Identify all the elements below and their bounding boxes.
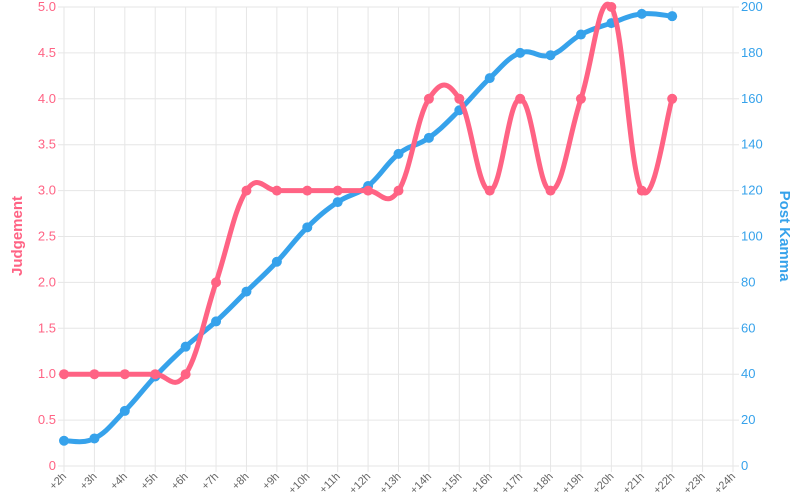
data-point-judgement[interactable] [454, 93, 465, 104]
data-point-post-kamma[interactable] [211, 316, 222, 327]
data-point-post-kamma[interactable] [636, 8, 647, 19]
x-tick-label: +3h [78, 471, 100, 493]
x-tick-label: +14h [408, 471, 434, 497]
data-point-post-kamma[interactable] [423, 132, 434, 143]
x-tick-label: +20h [590, 471, 616, 497]
right-tick-label: 120 [741, 183, 763, 198]
data-point-judgement[interactable] [89, 369, 100, 380]
data-point-post-kamma[interactable] [302, 222, 313, 233]
x-tick-label: +5h [139, 471, 161, 493]
right-tick-label: 100 [741, 229, 763, 244]
data-point-judgement[interactable] [302, 185, 313, 196]
x-tick-label: +17h [499, 471, 525, 497]
data-point-judgement[interactable] [59, 369, 69, 380]
series-judgement [59, 1, 678, 385]
series-layer [59, 1, 678, 446]
data-point-judgement[interactable] [484, 185, 495, 196]
data-point-judgement[interactable] [241, 185, 252, 196]
left-tick-label: 1.5 [38, 320, 56, 335]
gridlines [58, 6, 739, 472]
right-tick-label: 180 [741, 45, 763, 60]
left-tick-label: 3.5 [38, 137, 56, 152]
data-point-judgement[interactable] [363, 185, 374, 196]
x-tick-label: +4h [108, 471, 130, 493]
data-point-judgement[interactable] [211, 277, 222, 288]
data-point-judgement[interactable] [271, 185, 282, 196]
x-axis: +2h +3h +4h +5h +6h +7h +8h +9h +10h +11h +12h +13h… [47, 471, 738, 497]
data-point-judgement[interactable] [606, 2, 617, 12]
right-tick-label: 160 [741, 91, 763, 106]
data-point-judgement[interactable] [332, 185, 343, 196]
x-tick-label: +7h [199, 471, 221, 493]
x-tick-label: +22h [651, 471, 677, 497]
data-point-post-kamma[interactable] [393, 148, 404, 159]
left-tick-label: 5.0 [38, 0, 56, 14]
data-point-judgement[interactable] [667, 93, 678, 104]
data-point-post-kamma[interactable] [515, 47, 526, 58]
x-tick-label: +11h [317, 471, 342, 496]
left-axis-title: Judgement [9, 196, 26, 276]
data-point-judgement[interactable] [393, 185, 404, 196]
data-point-judgement[interactable] [119, 369, 130, 380]
right-tick-label: 140 [741, 137, 763, 152]
data-point-post-kamma[interactable] [484, 73, 495, 84]
left-tick-label: 4.5 [38, 45, 56, 60]
right-tick-label: 80 [741, 274, 755, 289]
data-point-post-kamma[interactable] [180, 341, 191, 352]
data-point-post-kamma[interactable] [667, 11, 678, 22]
left-tick-label: 2.5 [38, 229, 56, 244]
right-axis-title: Post Kamma [776, 191, 793, 283]
x-tick-label: +8h [230, 471, 252, 493]
x-tick-label: +19h [560, 471, 586, 497]
x-tick-label: +21h [621, 471, 647, 497]
right-tick-label: 40 [741, 366, 755, 381]
x-tick-label: +12h [347, 471, 373, 497]
data-point-post-kamma[interactable] [545, 50, 556, 61]
left-tick-label: 0 [49, 458, 56, 473]
data-point-post-kamma[interactable] [59, 435, 69, 446]
right-tick-label: 200 [741, 0, 763, 14]
left-tick-label: 0.5 [38, 412, 56, 427]
x-tick-label: +23h [682, 471, 708, 497]
data-point-judgement[interactable] [636, 185, 647, 196]
data-point-post-kamma[interactable] [89, 433, 100, 444]
left-tick-label: 3.0 [38, 183, 56, 198]
x-tick-label: +9h [260, 471, 282, 493]
data-point-post-kamma[interactable] [332, 197, 343, 208]
data-point-judgement[interactable] [180, 369, 191, 380]
left-tick-label: 4.0 [38, 91, 56, 106]
data-point-judgement[interactable] [423, 93, 434, 104]
data-point-judgement[interactable] [575, 93, 586, 104]
left-tick-label: 2.0 [38, 274, 56, 289]
x-tick-label: +13h [378, 471, 404, 497]
right-tick-label: 0 [741, 458, 748, 473]
data-point-post-kamma[interactable] [119, 405, 130, 416]
right-axis: 0 20 40 60 80 100 120 140 160 180 200 [741, 0, 763, 473]
x-tick-label: +24h [712, 471, 738, 497]
x-tick-label: +16h [469, 471, 495, 497]
x-tick-label: +6h [169, 471, 191, 493]
right-tick-label: 60 [741, 320, 755, 335]
right-tick-label: 20 [741, 412, 755, 427]
data-point-judgement[interactable] [515, 93, 526, 104]
x-tick-label: +18h [530, 471, 556, 497]
x-tick-label: +10h [286, 471, 312, 497]
data-point-judgement[interactable] [545, 185, 556, 196]
data-point-post-kamma[interactable] [241, 286, 252, 297]
left-tick-label: 1.0 [38, 366, 56, 381]
data-point-post-kamma[interactable] [271, 256, 282, 267]
x-tick-label: +2h [47, 471, 69, 493]
x-tick-label: +15h [438, 471, 464, 497]
left-axis: 0 0.5 1.0 1.5 2.0 2.5 3.0 3.5 4.0 4.5 5.0 [38, 0, 56, 473]
data-point-post-kamma[interactable] [575, 29, 586, 40]
data-point-judgement[interactable] [150, 369, 161, 380]
